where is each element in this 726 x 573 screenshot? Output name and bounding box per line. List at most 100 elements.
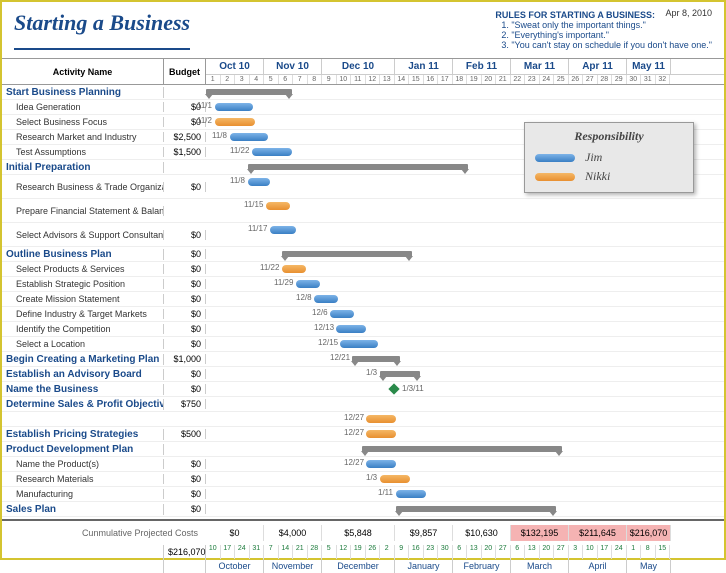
gantt-bar	[366, 430, 396, 438]
month-header-cell: Jan 11	[395, 59, 453, 74]
timeline-cell: 1/11	[206, 487, 724, 501]
bar-date-label: 12/21	[330, 353, 350, 362]
footer-date-cell: 5	[322, 545, 337, 559]
budget-value: $0	[164, 279, 206, 289]
gantt-bar	[266, 202, 290, 210]
footer-month-cell: January	[395, 559, 453, 573]
budget-value: $0	[164, 294, 206, 304]
activity-name: Name the Product(s)	[2, 459, 164, 469]
budget-value: $0	[164, 182, 206, 192]
activity-name: Research Business & Trade Organizations	[2, 182, 164, 192]
footer-date-cell: 9	[395, 545, 410, 559]
budget-value: $0	[164, 230, 206, 240]
bar-date-label: 11/17	[248, 224, 267, 233]
section-row: Establish Pricing Strategies$50012/27	[2, 427, 724, 442]
gantt-bar	[330, 310, 354, 318]
task-row: 12/27	[2, 412, 724, 427]
timeline-cell: 11/15	[206, 199, 724, 222]
gantt-bar	[282, 265, 306, 273]
legend-label: Jim	[585, 150, 602, 165]
timeline-cell: 11/29	[206, 277, 724, 291]
footer-month-cell: December	[322, 559, 395, 573]
section-row: Outline Business Plan$0	[2, 247, 724, 262]
footer-month-cell: February	[453, 559, 511, 573]
rule-item: "You can't stay on schedule if you don't…	[511, 40, 712, 50]
footer-date-cell: 7	[264, 545, 279, 559]
footer-date-cell: 20	[540, 545, 555, 559]
activity-name: Prepare Financial Statement & Balance Sh…	[2, 206, 164, 216]
footer-date-cell: 14	[279, 545, 294, 559]
month-header-cell: May 11	[627, 59, 671, 74]
task-row: Define Industry & Target Markets$012/6	[2, 307, 724, 322]
page-title: Starting a Business	[14, 10, 190, 50]
activity-name: Determine Sales & Profit Objectives	[2, 399, 164, 410]
month-header-cell: Dec 10	[322, 59, 395, 74]
footer-date-cell: 8	[641, 545, 656, 559]
footer-date-cell: 17	[221, 545, 236, 559]
cost-cell: $216,070	[627, 525, 671, 541]
cost-cell: $4,000	[264, 525, 322, 541]
week-header-cell: 4	[250, 75, 265, 84]
week-header-cell: 28	[598, 75, 613, 84]
gantt-bar	[270, 226, 296, 234]
budget-value: $0	[164, 264, 206, 274]
week-header-cell: 22	[511, 75, 526, 84]
gantt-bar	[248, 164, 468, 170]
cost-label: Cunmulative Projected Costs	[2, 528, 206, 538]
footer-date-cell: 10	[583, 545, 598, 559]
footer-date-cell: 13	[525, 545, 540, 559]
footer-month-cell: March	[511, 559, 569, 573]
task-row: Create Mission Statement$012/8	[2, 292, 724, 307]
bar-date-label: 11/22	[260, 263, 279, 272]
task-row: Identify the Competition$012/13	[2, 322, 724, 337]
column-header-row: Activity Name Budget Oct 10Nov 10Dec 10J…	[2, 58, 724, 85]
footer-date-cell: 20	[482, 545, 497, 559]
cost-cell: $9,857	[395, 525, 453, 541]
timeline-cell: 1/3	[206, 367, 724, 381]
gantt-bar	[252, 148, 292, 156]
gantt-bar	[206, 89, 292, 95]
week-header-cell: 14	[395, 75, 410, 84]
task-row: Manufacturing$01/11	[2, 487, 724, 502]
legend-title: Responsibility	[535, 129, 683, 144]
week-header-cell: 17	[438, 75, 453, 84]
week-header-cell: 20	[482, 75, 497, 84]
budget-value: $0	[164, 249, 206, 259]
week-header-cell: 21	[496, 75, 511, 84]
budget-value: $0	[164, 339, 206, 349]
task-row: Select Advisors & Support Consultants$01…	[2, 223, 724, 247]
timeline-cell: 12/13	[206, 322, 724, 336]
activity-name: Research Materials	[2, 474, 164, 484]
week-header-cell: 15	[409, 75, 424, 84]
section-row: Begin Creating a Marketing Plan$1,00012/…	[2, 352, 724, 367]
footer-date-cell: 17	[598, 545, 613, 559]
footer-date-cell: 10	[206, 545, 221, 559]
footer-date-cell: 15	[656, 545, 671, 559]
budget-value: $500	[164, 429, 206, 439]
bar-date-label: 11/2	[197, 116, 212, 125]
budget-value: $0	[164, 384, 206, 394]
footer-date-cell: 23	[424, 545, 439, 559]
activity-name: Outline Business Plan	[2, 249, 164, 260]
bar-date-label: 11/15	[244, 200, 263, 209]
footer-date-cell: 6	[453, 545, 468, 559]
footer-month-cell: November	[264, 559, 322, 573]
activity-name: Test Assumptions	[2, 147, 164, 157]
bar-date-label: 12/13	[314, 323, 334, 332]
gantt-bar	[366, 415, 396, 423]
bar-date-label: 12/27	[344, 428, 364, 437]
gantt-bar	[352, 356, 400, 362]
bar-date-label: 12/27	[344, 458, 364, 467]
week-header-cell: 12	[366, 75, 381, 84]
budget-value: $0	[164, 504, 206, 514]
timeline-cell: 12/21	[206, 352, 724, 366]
footer-date-cell: 30	[438, 545, 453, 559]
budget-value: $1,500	[164, 147, 206, 157]
budget-value: $0	[164, 369, 206, 379]
legend-color-swatch	[535, 154, 575, 162]
activity-name: Establish Strategic Position	[2, 279, 164, 289]
task-row: Select a Location$012/15	[2, 337, 724, 352]
timeline-cell: 12/6	[206, 307, 724, 321]
month-header-cell: Nov 10	[264, 59, 322, 74]
cost-cell: $5,848	[322, 525, 395, 541]
